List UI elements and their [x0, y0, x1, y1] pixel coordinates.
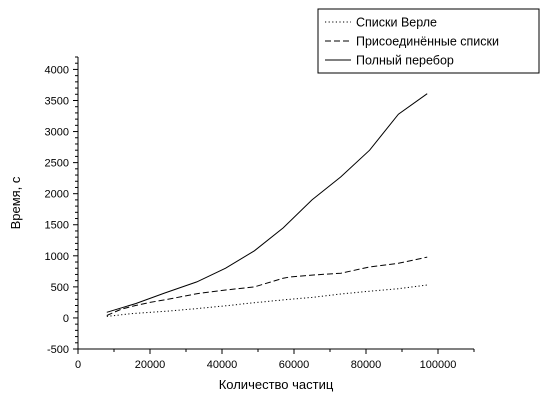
- x-tick-label: 40000: [207, 359, 238, 371]
- y-axis: -500 0 500 1000 1500 2000 2500 3000 3500 4000: [45, 56, 78, 356]
- y-tick-label: 3000: [45, 127, 69, 139]
- x-axis: 0 20000 40000 60000 80000 100000: [75, 349, 475, 371]
- y-tick-label: 2500: [45, 158, 69, 170]
- x-tick-label: 20000: [135, 359, 166, 371]
- y-tick-label: 0: [63, 313, 69, 325]
- legend-label-2: Присоединённые списки: [356, 35, 499, 49]
- y-tick-label: 2000: [45, 189, 69, 201]
- y-tick-label: 500: [51, 282, 69, 294]
- y-axis-title: Время, с: [8, 176, 23, 229]
- x-tick-label: 60000: [279, 359, 310, 371]
- y-tick-label: 1000: [45, 251, 69, 263]
- legend-box: [317, 8, 540, 74]
- series-line-1: [106, 284, 428, 317]
- y-tick-label: 4000: [45, 64, 69, 76]
- x-tick-label: 100000: [420, 359, 457, 371]
- x-tick-label: 80000: [351, 359, 382, 371]
- x-axis-title: Количество частиц: [219, 377, 334, 392]
- series-line-2: [106, 256, 428, 316]
- legend-label-3: Полный перебор: [356, 54, 454, 68]
- series-line-3: [106, 93, 428, 313]
- series-lines: [106, 93, 428, 317]
- y-tick-label: 3500: [45, 95, 69, 107]
- y-tick-label: -500: [47, 344, 69, 356]
- legend-label-1: Списки Верле: [356, 16, 437, 30]
- legend: Списки Верле Присоединённые списки Полный …: [317, 8, 540, 74]
- plot-frame: [77, 57, 474, 350]
- y-tick-label: 1500: [45, 220, 69, 232]
- x-tick-label: 0: [75, 359, 81, 371]
